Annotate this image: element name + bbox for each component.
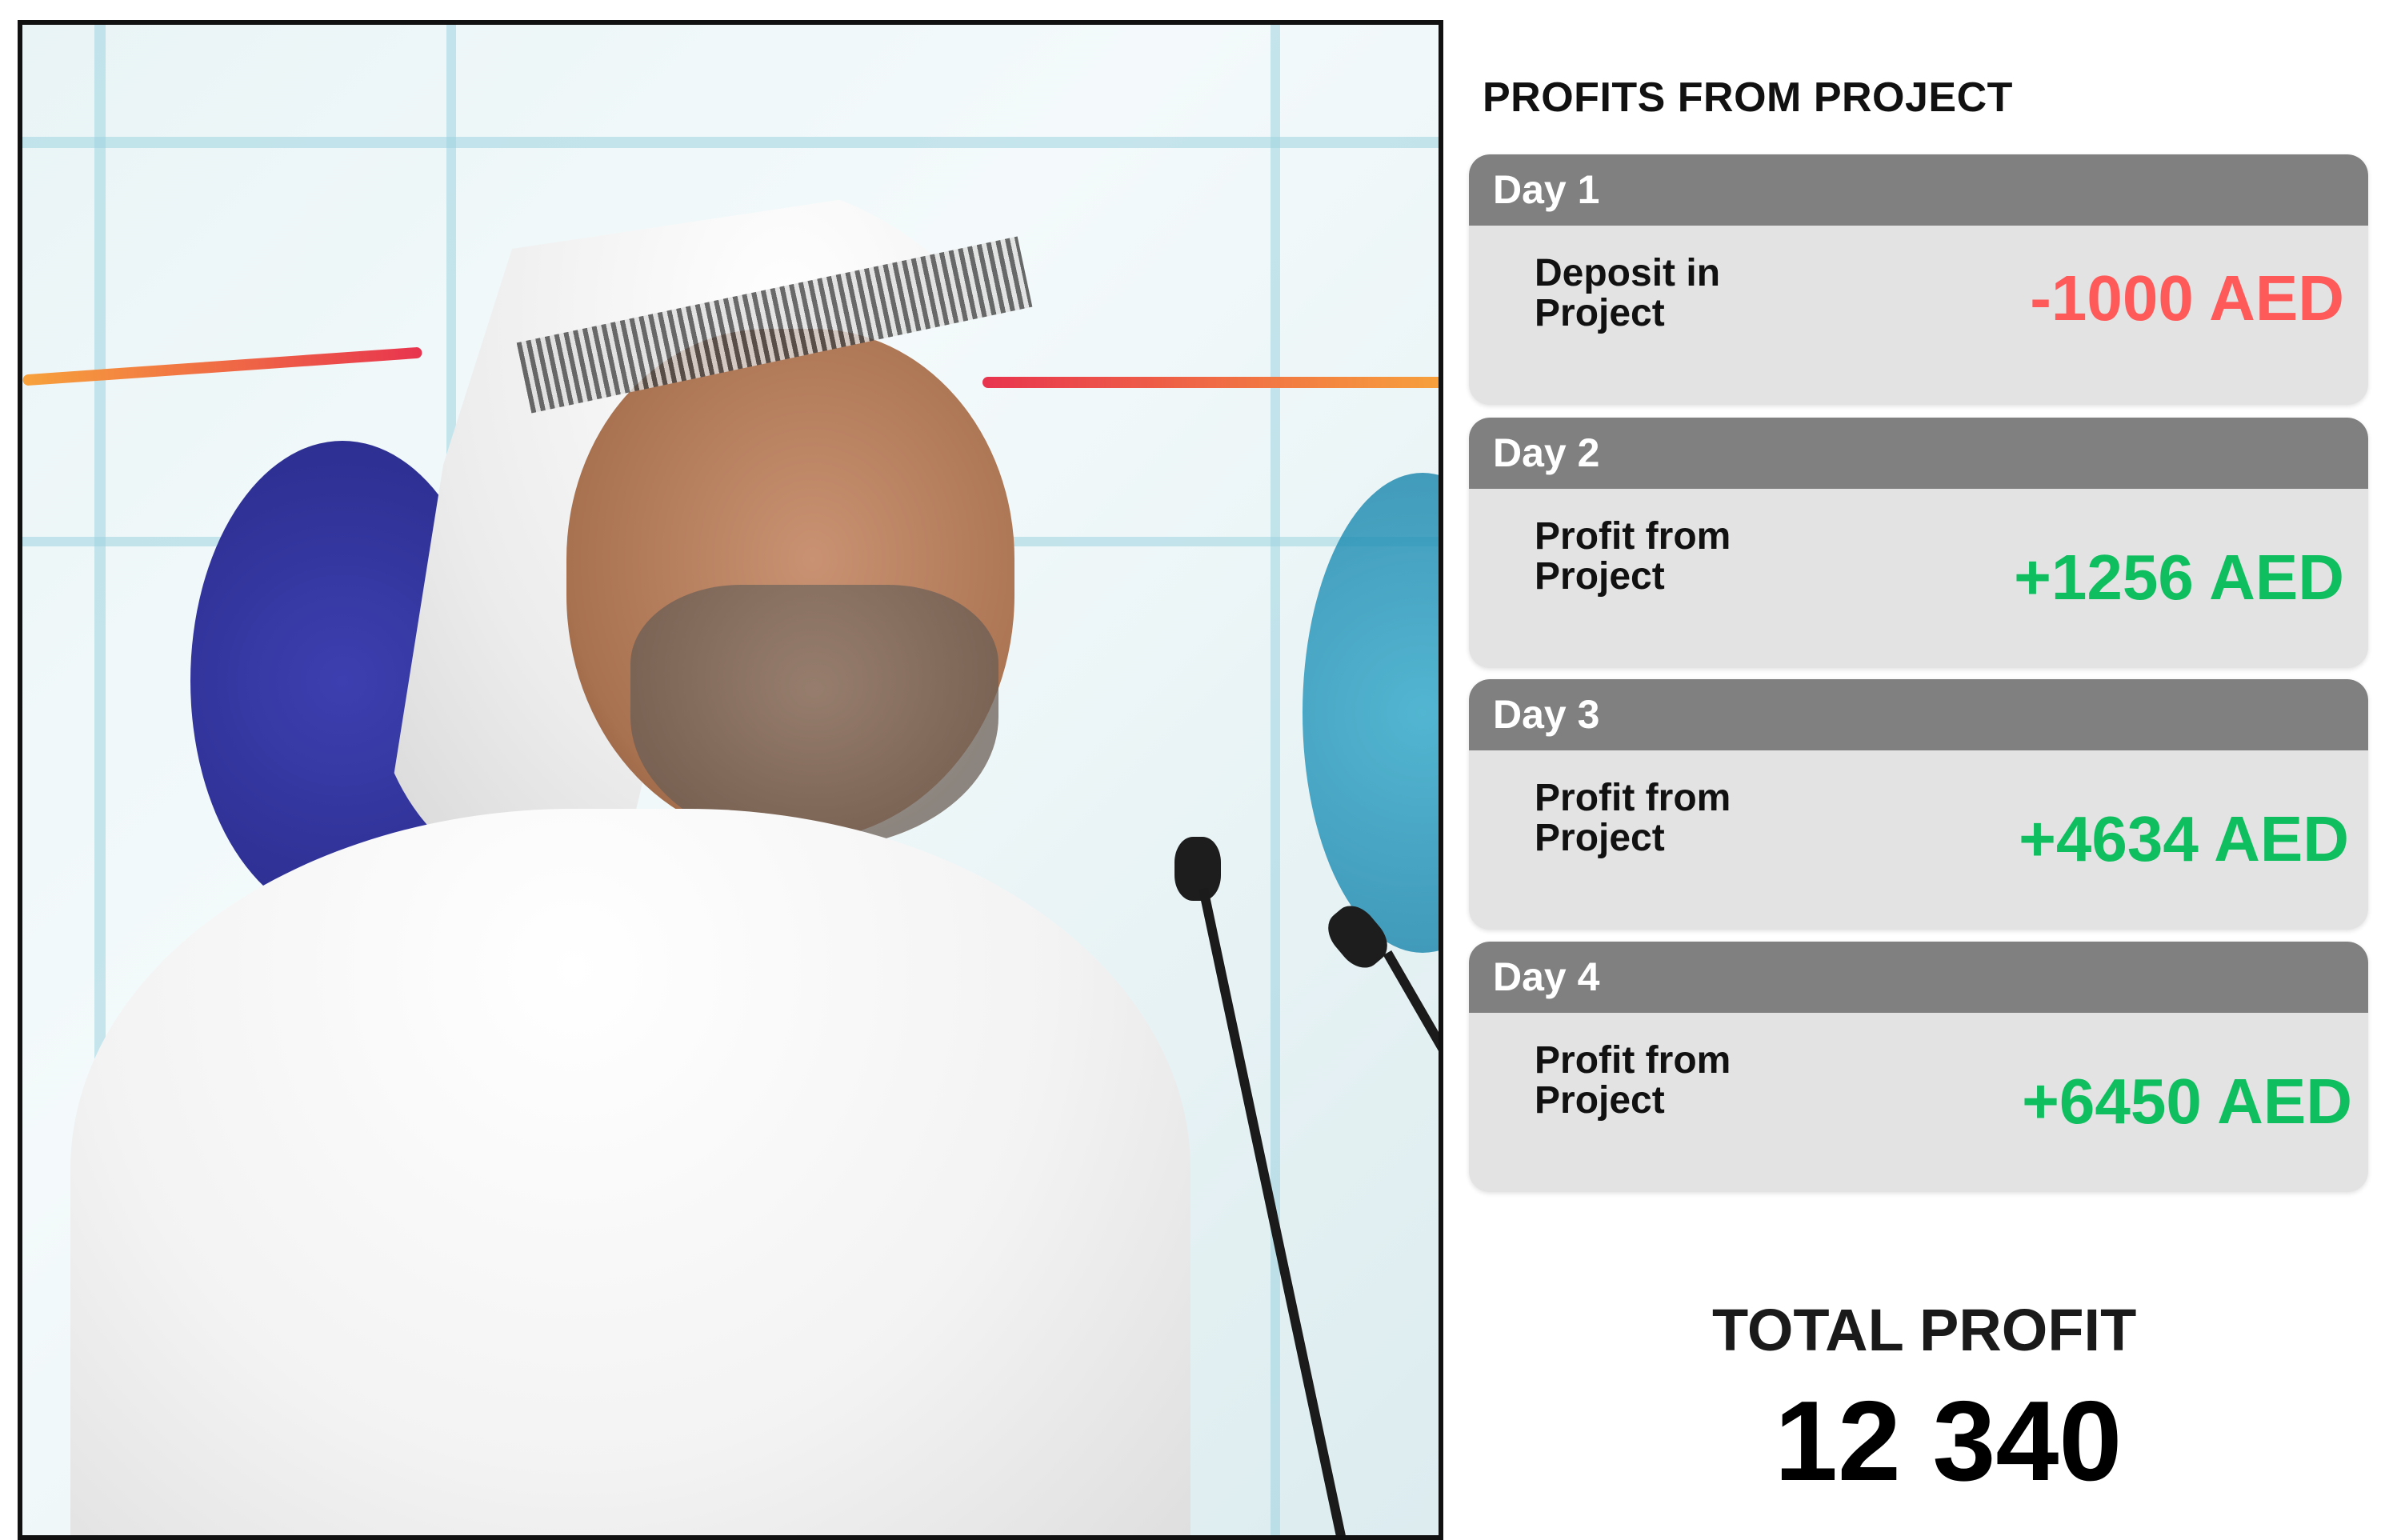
microphone-icon — [1174, 837, 1221, 901]
speaker-photo — [18, 20, 1443, 1540]
microphone-stand — [1383, 950, 1439, 1302]
white-robe — [70, 809, 1190, 1535]
entry-label: Profit from Project — [1535, 777, 1731, 859]
day-card: Day 2 Profit from Project +1256 AED — [1469, 418, 2368, 668]
backdrop-stripe — [982, 377, 1439, 388]
backdrop-grid-line — [22, 137, 1439, 148]
day-card: Day 4 Profit from Project +6450 AED — [1469, 942, 2368, 1192]
entry-label: Profit from Project — [1535, 1039, 1731, 1122]
entry-amount: -1000 AED — [2030, 262, 2344, 334]
day-header: Day 4 — [1469, 942, 2368, 1013]
beard — [630, 585, 998, 849]
day-card: Day 3 Profit from Project +4634 AED — [1469, 679, 2368, 930]
backdrop-grid-line — [1271, 25, 1280, 1535]
entry-amount: +1256 AED — [2014, 542, 2344, 613]
day-header: Day 1 — [1469, 154, 2368, 226]
total-profit-label: TOTAL PROFIT — [1712, 1297, 2137, 1363]
panel-title: PROFITS FROM PROJECT — [1483, 74, 2013, 121]
total-profit-value: 12 340 — [1775, 1378, 2123, 1505]
day-header: Day 2 — [1469, 418, 2368, 489]
entry-label: Deposit in Project — [1535, 252, 1721, 334]
day-header: Day 3 — [1469, 679, 2368, 750]
entry-label: Profit from Project — [1535, 515, 1731, 598]
entry-amount: +6450 AED — [2022, 1066, 2352, 1137]
day-card: Day 1 Deposit in Project -1000 AED — [1469, 154, 2368, 405]
backdrop-stripe — [22, 346, 422, 386]
entry-amount: +4634 AED — [2019, 803, 2349, 874]
